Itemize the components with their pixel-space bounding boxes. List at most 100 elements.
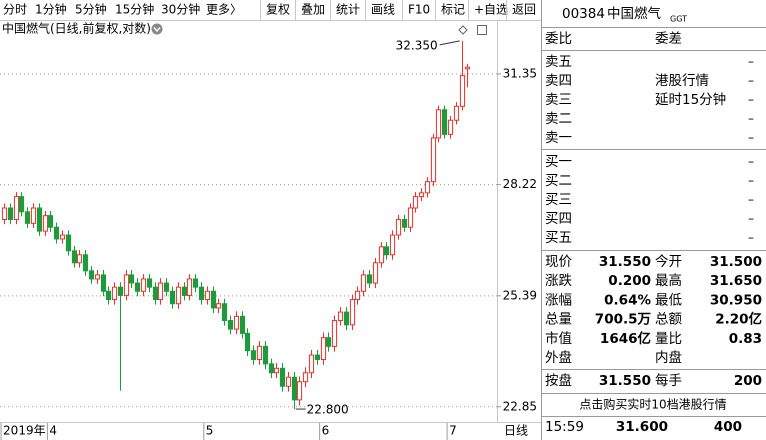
- x-tick-label: 6: [322, 424, 330, 438]
- order-dash: –: [748, 231, 754, 245]
- candle-body: [157, 282, 164, 301]
- candle-body: [30, 207, 37, 224]
- candle-body: [1, 207, 8, 220]
- candle-body: [134, 282, 141, 292]
- period-tab[interactable]: 15分钟: [115, 2, 154, 17]
- candle-body: [366, 274, 373, 284]
- chart-title: 中国燃气(日线,前复权,对数): [2, 21, 151, 36]
- candle-body: [117, 286, 124, 296]
- period-tab[interactable]: 更多〉: [206, 3, 242, 17]
- toolbar-button[interactable]: 返回: [512, 3, 536, 17]
- ratio-label: 委差: [655, 31, 682, 47]
- candle-body: [447, 119, 454, 135]
- order-dash: –: [748, 93, 754, 107]
- candle-body: [204, 290, 211, 301]
- diamond-icon[interactable]: [458, 25, 468, 35]
- candle-body: [262, 345, 269, 365]
- order-label: 买四: [545, 211, 572, 227]
- x-tick-label: 7: [449, 424, 457, 438]
- candle-body: [401, 218, 408, 228]
- x-tick-label: 5: [206, 424, 214, 438]
- candle-body: [273, 367, 280, 374]
- candle-body: [453, 105, 460, 121]
- quote-label: 市值: [545, 330, 572, 347]
- stock-code: 00384: [562, 6, 605, 22]
- candle-body: [343, 311, 350, 326]
- order-label: 买五: [545, 230, 572, 246]
- period-tab[interactable]: 5分钟: [75, 2, 107, 17]
- y-tick-label: 22.85: [503, 399, 537, 413]
- candle-body: [88, 270, 95, 280]
- quote-label: 内盘: [655, 349, 682, 366]
- candle-body: [36, 207, 43, 232]
- max-arrow: [439, 40, 460, 46]
- toolbar-button[interactable]: +自选: [474, 3, 508, 17]
- candle-body: [459, 75, 466, 107]
- trade-volume: 400: [714, 419, 742, 435]
- candle-body: [71, 250, 78, 264]
- candle-body: [13, 196, 20, 220]
- order-label: 买三: [545, 192, 572, 208]
- promo-link[interactable]: 点击购买实时10档港股行情: [579, 397, 726, 412]
- period-tab[interactable]: 1分钟: [35, 2, 67, 17]
- candle-body: [227, 320, 234, 330]
- order-dash: –: [748, 193, 754, 207]
- candle-body: [18, 196, 25, 213]
- layout-icon[interactable]: [477, 25, 487, 35]
- candle-body: [186, 278, 193, 296]
- quote-value: 30.950: [710, 292, 762, 308]
- candle-body: [296, 381, 303, 401]
- trade-time: 15:59: [545, 419, 584, 435]
- candle-body: [349, 299, 356, 326]
- order-dash: –: [748, 212, 754, 226]
- candle-body: [215, 303, 222, 309]
- quote-value: 31.550: [599, 254, 651, 270]
- order-dash: –: [748, 55, 754, 69]
- y-tick-label: 31.35: [503, 66, 537, 80]
- candle-body: [169, 290, 176, 305]
- delay-notice: 延时15分钟: [655, 91, 726, 108]
- dropdown[interactable]: [151, 23, 163, 35]
- candle-body: [42, 215, 49, 232]
- toolbar-button[interactable]: F10: [408, 3, 430, 17]
- candle-body: [239, 315, 246, 334]
- candle-body: [430, 137, 437, 183]
- candle-body: [210, 290, 217, 309]
- quote-value: 31.500: [710, 254, 762, 270]
- quote-value: 2.20亿: [715, 311, 762, 328]
- toolbar-button[interactable]: 统计: [336, 3, 360, 17]
- candle-body: [331, 320, 338, 347]
- quote-label: 总量: [545, 312, 572, 328]
- toolbar-button[interactable]: 叠加: [301, 3, 325, 17]
- dropdown-arrow: [153, 27, 161, 33]
- quote-value: 31.650: [710, 273, 762, 289]
- candle-body: [302, 372, 309, 383]
- toolbar-button[interactable]: 标记: [441, 3, 465, 17]
- candle-body: [76, 254, 83, 264]
- candle-body: [128, 274, 135, 284]
- quote-label: 外盘: [545, 349, 572, 366]
- stock-name: 中国燃气: [607, 5, 661, 22]
- quote-label: 今开: [655, 254, 682, 270]
- quote-label: 涨幅: [545, 292, 572, 308]
- candle-body: [47, 215, 54, 228]
- candle-body: [268, 363, 275, 374]
- quote-label: 总额: [655, 312, 683, 328]
- candle-body: [418, 192, 425, 198]
- toolbar-button[interactable]: 复权: [266, 3, 290, 17]
- candle-body: [105, 290, 112, 301]
- candle-body: [7, 207, 14, 220]
- period-tab[interactable]: 30分钟: [161, 2, 200, 17]
- quote-value: 1646亿: [600, 330, 651, 347]
- candle-body: [65, 234, 72, 252]
- candle-body: [198, 286, 205, 301]
- candle-body: [244, 332, 251, 352]
- toolbar-button[interactable]: 画线: [371, 3, 395, 17]
- candle-body: [279, 367, 286, 387]
- period-tab[interactable]: 分时: [3, 3, 27, 17]
- order-label: 买一: [545, 154, 572, 170]
- candle-body: [181, 286, 188, 296]
- candle-body: [441, 109, 448, 135]
